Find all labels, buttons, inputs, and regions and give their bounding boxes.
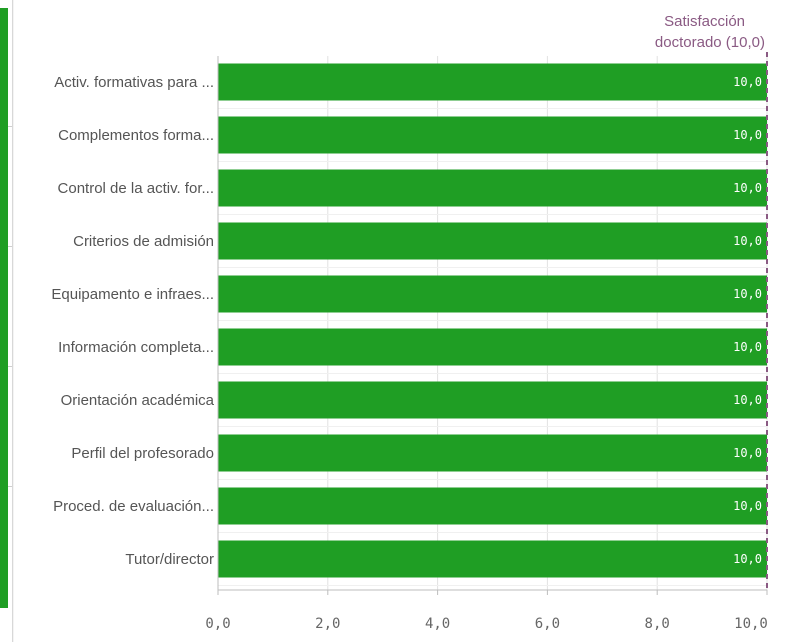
- bar-value-label: 10,0: [733, 234, 762, 248]
- bar-value-label: 10,0: [733, 181, 762, 195]
- category-label: Control de la activ. for...: [58, 180, 214, 197]
- category-label: Orientación académica: [61, 392, 215, 409]
- x-tick-label: 2,0: [315, 616, 340, 632]
- category-label: Información completa...: [58, 339, 214, 356]
- bar[interactable]: [218, 116, 767, 154]
- bar-value-label: 10,0: [733, 75, 762, 89]
- left-panel-strip: [0, 0, 13, 642]
- bar-value-label: 10,0: [733, 287, 762, 301]
- bar[interactable]: [218, 487, 767, 525]
- category-label: Equipamento e infraes...: [51, 286, 214, 303]
- reference-label-line1: Satisfacción: [664, 13, 745, 30]
- x-tick-label: 4,0: [425, 616, 450, 632]
- category-label: Proced. de evaluación...: [53, 498, 214, 515]
- category-label: Perfil del profesorado: [71, 445, 214, 462]
- left-panel-tick: [8, 486, 12, 487]
- chart-panel: Activ. formativas para ... Complementos f…: [14, 0, 787, 642]
- bars: [218, 63, 767, 578]
- left-panel-tick: [8, 126, 12, 127]
- x-tick-label: 6,0: [535, 616, 560, 632]
- x-tick-label: 8,0: [645, 616, 670, 632]
- bar-value-label: 10,0: [733, 340, 762, 354]
- bar[interactable]: [218, 328, 767, 366]
- category-label: Tutor/director: [125, 551, 214, 568]
- x-axis: 0,0 2,0 4,0 6,0 8,0 10,0: [205, 56, 768, 632]
- bar[interactable]: [218, 381, 767, 419]
- left-panel-tick: [8, 366, 12, 367]
- bar[interactable]: [218, 275, 767, 313]
- left-panel-bar: [0, 8, 8, 608]
- x-tick-label: 0,0: [205, 616, 230, 632]
- bar-value-labels: 10,0 10,0 10,0 10,0 10,0 10,0 10,0 10,0 10,0 10,0: [733, 75, 762, 566]
- reference-line-group: Satisfacción doctorado (10,0): [655, 13, 768, 590]
- bar-value-label: 10,0: [733, 128, 762, 142]
- bar[interactable]: [218, 222, 767, 260]
- bar[interactable]: [218, 540, 767, 578]
- bar-value-label: 10,0: [733, 499, 762, 513]
- bar-value-label: 10,0: [733, 552, 762, 566]
- category-labels: Activ. formativas para ... Complementos f…: [51, 74, 214, 568]
- bar-value-label: 10,0: [733, 446, 762, 460]
- bar-chart: Activ. formativas para ... Complementos f…: [51, 13, 768, 632]
- category-label: Complementos forma...: [58, 127, 214, 144]
- x-tick-label: 10,0: [734, 616, 768, 632]
- bar-value-label: 10,0: [733, 393, 762, 407]
- reference-label-line2: doctorado (10,0): [655, 34, 765, 51]
- bar[interactable]: [218, 63, 767, 101]
- left-panel-tick: [8, 246, 12, 247]
- category-label: Activ. formativas para ...: [54, 74, 214, 91]
- category-label: Criterios de admisión: [73, 233, 214, 250]
- bar[interactable]: [218, 434, 767, 472]
- bar[interactable]: [218, 169, 767, 207]
